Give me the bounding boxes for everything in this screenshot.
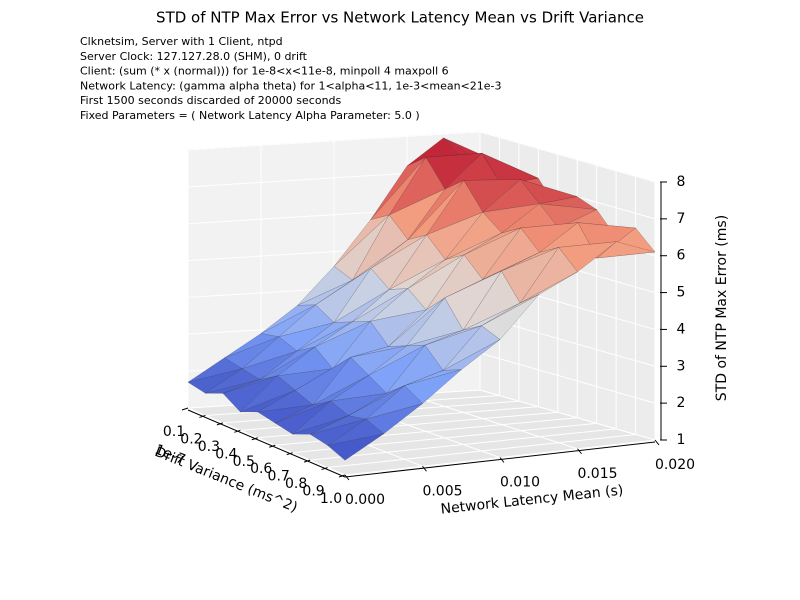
y-tick-label: 0.8 [285, 476, 307, 492]
y-tick-label: 0.4 [215, 446, 237, 462]
y-tick-label: 0.1 [163, 424, 185, 440]
z-axis-label: STD of NTP Max Error (ms) [714, 215, 730, 401]
surface-face [463, 227, 521, 256]
x-tick [577, 448, 582, 455]
z-tick-label: 7 [677, 211, 686, 227]
grid-line [479, 352, 656, 404]
grid-line [187, 131, 481, 151]
surface-face [222, 375, 278, 413]
surface-face [520, 222, 579, 253]
surface-face [292, 400, 349, 435]
surface-face [327, 433, 384, 461]
y-tick [181, 407, 189, 411]
y-tick-label: 0.3 [198, 439, 220, 455]
subtitle-line: Client: (sum (* x (normal))) for 1e-8<x<… [80, 65, 449, 78]
y-axis [187, 409, 346, 478]
surface-face [315, 268, 372, 305]
y-tick-label: 0.6 [250, 461, 272, 477]
surface-face [240, 375, 296, 413]
x-tick-label: 0.005 [422, 483, 462, 499]
surface-face [333, 268, 390, 323]
surface-face [389, 234, 446, 290]
x-tick-label: 0.015 [577, 466, 617, 482]
surface-face [426, 180, 483, 236]
z-tick-label: 3 [677, 358, 686, 374]
y-tick-label: 0.7 [268, 469, 290, 485]
surface-face [365, 403, 423, 434]
z-tick-label: 2 [677, 395, 686, 411]
surface-face [312, 357, 369, 406]
surface-face [426, 211, 483, 260]
z-tick-label: 8 [677, 174, 686, 190]
x-tick-label: 0.020 [655, 457, 695, 473]
x-axis [344, 441, 656, 478]
subtitle-line: Server Clock: 127.127.28.0 (SHM), 0 drif… [80, 50, 308, 63]
surface-face [370, 288, 427, 322]
surface-face [309, 419, 367, 446]
y-tick-label: 0.2 [180, 431, 202, 447]
z-tick-label: 5 [677, 285, 686, 301]
subtitle-line: First 1500 seconds discarded of 20000 se… [80, 94, 342, 107]
x-tick-label: 0.010 [500, 475, 540, 491]
surface-face [444, 270, 502, 299]
grid-line [310, 428, 617, 461]
surface-face [442, 325, 501, 371]
surface-face [407, 180, 464, 240]
surface-face [333, 214, 390, 281]
y-tick-label: 0.9 [302, 484, 324, 500]
z-tick-label: 4 [677, 321, 686, 337]
surface [187, 137, 656, 461]
z-tick-label: 6 [677, 248, 686, 264]
x-tick [499, 457, 505, 463]
surface-face [327, 419, 384, 446]
surface-face [259, 346, 315, 380]
surface-face [260, 304, 316, 337]
x-tick [422, 465, 427, 472]
surface-face [297, 266, 353, 306]
surface-face [389, 157, 446, 216]
surface-face [368, 345, 426, 376]
x-tick [654, 439, 660, 446]
surface-face [424, 325, 482, 371]
grid-line [406, 394, 578, 450]
grid-line [479, 131, 656, 183]
surface-face [442, 339, 501, 371]
y-tick-label: 0.5 [233, 454, 255, 470]
surface-face [187, 368, 243, 394]
y-tick-label: 1.0 [320, 491, 342, 507]
surface-face [222, 375, 278, 394]
subtitle-line: Clknetsim, Server with 1 Client, ntpd [80, 35, 283, 48]
grid-line [327, 433, 636, 469]
x-tick-label: 0.000 [345, 492, 385, 508]
surface-face [558, 241, 617, 272]
subtitle-line: Fixed Parameters = ( Network Latency Alp… [80, 109, 420, 122]
subtitle: Clknetsim, Server with 1 Client, ntpd Ser… [80, 35, 502, 122]
surface-face [370, 157, 427, 221]
subtitle-line: Network Latency: (gamma alpha theta) for… [80, 79, 502, 92]
surface-face [224, 336, 280, 369]
surface-face [297, 280, 353, 306]
surface-face [519, 271, 578, 304]
grid-line [479, 389, 656, 441]
z-tick-label: 1 [677, 432, 686, 448]
grid-line [187, 407, 346, 476]
x-tick [344, 474, 350, 481]
chart-title: STD of NTP Max Error vs Network Latency … [156, 9, 644, 27]
